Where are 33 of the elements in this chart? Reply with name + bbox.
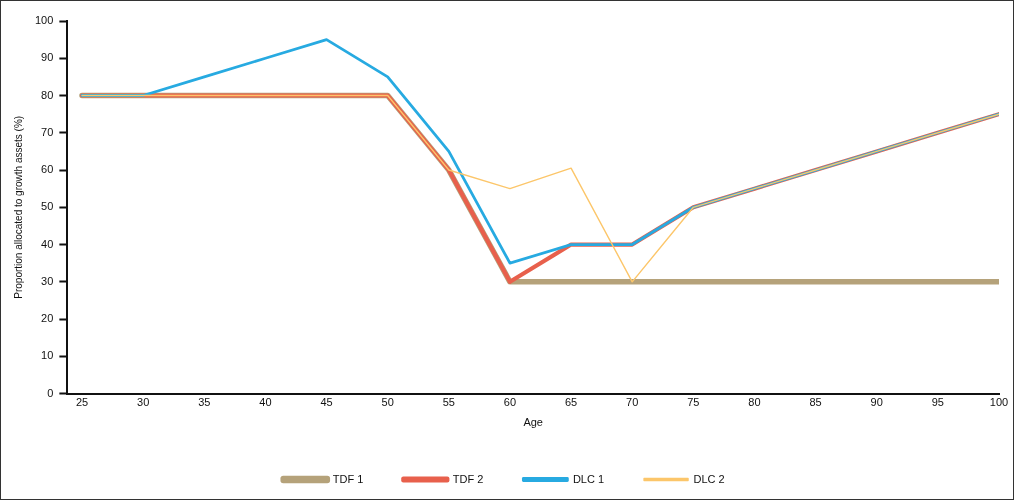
x-tick-label: 90 xyxy=(870,396,883,409)
x-tick-label: 60 xyxy=(503,396,517,409)
legend-label: TDF 1 xyxy=(332,472,364,485)
legend-label: DLC 2 xyxy=(693,472,725,485)
y-tick-label: 20 xyxy=(41,312,54,325)
x-tick-label: 70 xyxy=(626,396,639,409)
x-tick-label: 40 xyxy=(259,396,272,409)
y-tick-label: 60 xyxy=(41,163,54,176)
x-tick-label: 30 xyxy=(137,396,150,409)
x-tick-label: 50 xyxy=(381,396,394,409)
y-tick-label: 100 xyxy=(34,14,54,27)
x-axis-title: Age xyxy=(523,416,543,429)
y-tick-label: 0 xyxy=(47,386,54,399)
x-tick-label: 95 xyxy=(931,396,944,409)
y-tick-label: 30 xyxy=(41,274,54,287)
y-tick-label: 50 xyxy=(41,200,54,213)
x-tick-label: 35 xyxy=(198,396,211,409)
y-tick-label: 10 xyxy=(41,349,54,362)
x-tick-label: 45 xyxy=(320,396,333,409)
x-tick-label: 75 xyxy=(687,396,700,409)
y-tick-label: 70 xyxy=(41,125,54,138)
legend-label: DLC 1 xyxy=(572,472,605,485)
x-tick-label: 85 xyxy=(809,396,822,409)
y-tick-label: 90 xyxy=(41,51,54,64)
y-tick-label: 40 xyxy=(41,237,54,250)
x-tick-label: 65 xyxy=(564,396,578,409)
x-tick-label: 25 xyxy=(75,396,89,409)
x-tick-label: 80 xyxy=(748,396,761,409)
x-tick-label: 55 xyxy=(442,396,455,409)
legend-label: TDF 2 xyxy=(452,472,484,485)
y-axis-title: Proportion allocated to growth assets (%) xyxy=(12,115,24,299)
y-tick-label: 80 xyxy=(41,88,54,101)
x-tick-label: 100 xyxy=(989,396,1009,409)
